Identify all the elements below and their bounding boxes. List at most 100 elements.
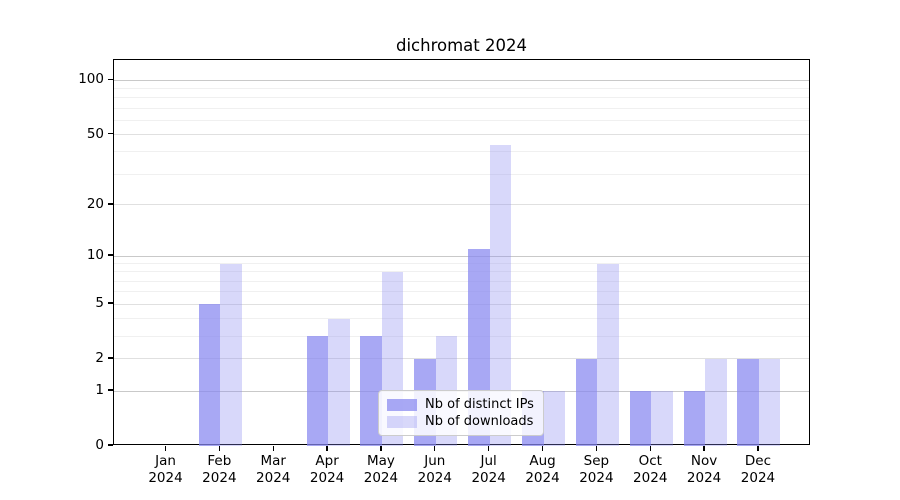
decade-gridline (114, 255, 809, 257)
x-tick-year: 2024 (633, 470, 668, 486)
major-gridline (114, 134, 809, 136)
x-tick-month: Aug (529, 453, 556, 469)
legend: Nb of distinct IPs Nb of downloads (378, 390, 544, 436)
bar-nb-of-distinct-ips-oct (629, 391, 652, 446)
bar-nb-of-downloads-feb (220, 263, 242, 446)
x-tick-month: Mar (260, 453, 286, 469)
x-tick-month: Oct (638, 453, 662, 469)
x-tick (595, 446, 598, 451)
minor-gridline (114, 335, 809, 337)
x-tick-month: Jan (155, 453, 176, 469)
y-tick (108, 78, 113, 81)
legend-item-nb-of-downloads: Nb of downloads (387, 413, 534, 430)
x-tick-label: Feb 2024 (189, 453, 249, 487)
decade-gridline (114, 79, 809, 81)
x-tick-label: Nov 2024 (674, 453, 734, 487)
x-tick (272, 446, 274, 451)
minor-gridline (114, 318, 809, 320)
y-tick (108, 389, 113, 391)
y-tick-label: 50 (86, 125, 104, 142)
minor-gridline (114, 280, 809, 282)
chart-title: dichromat 2024 (396, 36, 527, 55)
x-tick-label: Jul 2024 (459, 453, 519, 487)
x-tick-year: 2024 (740, 470, 776, 486)
x-tick-year: 2024 (363, 470, 399, 486)
x-tick (703, 446, 705, 451)
x-tick-year: 2024 (417, 470, 452, 486)
bar-nb-of-downloads-oct (651, 391, 673, 446)
bar-nb-of-distinct-ips-apr (306, 336, 329, 446)
minor-gridline (114, 291, 809, 293)
minor-gridline (114, 119, 809, 121)
x-tick-month: Jun (424, 453, 446, 469)
x-tick-year: 2024 (148, 470, 183, 486)
legend-label: Nb of distinct IPs (425, 397, 534, 412)
x-tick-year: 2024 (256, 470, 291, 486)
x-tick (164, 446, 167, 451)
x-tick (757, 446, 759, 451)
bar-nb-of-distinct-ips-feb (198, 304, 221, 446)
minor-gridline (114, 151, 809, 153)
x-tick (218, 446, 221, 451)
x-tick-month: May (366, 453, 395, 469)
bar-nb-of-distinct-ips-nov (683, 391, 706, 446)
y-tick (108, 132, 113, 135)
y-tick-label: 100 (78, 71, 104, 88)
x-tick-year: 2024 (202, 470, 237, 486)
plot-area (113, 59, 810, 446)
major-gridline (114, 358, 809, 360)
y-tick-label: 0 (95, 437, 104, 453)
legend-swatch (387, 415, 417, 428)
y-tick (108, 444, 113, 446)
minor-gridline (114, 97, 809, 99)
y-tick-label: 5 (95, 295, 104, 312)
legend-item-nb-of-distinct-ips: Nb of distinct IPs (387, 396, 534, 413)
bar-nb-of-downloads-dec (758, 358, 781, 446)
x-tick-label: Sep 2024 (566, 453, 626, 487)
legend-label: Nb of downloads (425, 414, 534, 429)
x-tick-label: Jan 2024 (136, 453, 196, 487)
x-tick-label: Mar 2024 (243, 453, 303, 487)
x-tick-month: Nov (690, 453, 718, 469)
x-tick-year: 2024 (686, 470, 722, 486)
minor-gridline (114, 107, 809, 109)
x-tick-label: Oct 2024 (620, 453, 680, 487)
x-tick (380, 446, 382, 451)
x-tick-year: 2024 (579, 470, 614, 486)
bar-nb-of-distinct-ips-may (360, 336, 382, 446)
x-tick-year: 2024 (309, 470, 345, 486)
bar-nb-of-downloads-aug (543, 391, 566, 446)
y-tick (108, 302, 113, 304)
x-tick (326, 446, 328, 451)
x-tick-month: Jul (480, 453, 497, 469)
bar-nb-of-distinct-ips-dec (737, 358, 759, 446)
bar-nb-of-downloads-nov (705, 358, 727, 446)
x-tick-label: Aug 2024 (513, 453, 573, 487)
major-gridline (114, 303, 809, 305)
x-tick-label: Apr 2024 (297, 453, 357, 487)
x-tick (649, 446, 651, 451)
x-tick (434, 446, 436, 451)
y-tick (108, 254, 113, 256)
x-tick-month: Dec (744, 453, 772, 469)
x-tick (541, 446, 544, 451)
x-tick-month: Sep (583, 453, 610, 469)
major-gridline (114, 204, 809, 206)
y-tick-label: 10 (86, 247, 104, 264)
y-tick-label: 1 (95, 382, 104, 399)
y-tick-label: 2 (95, 349, 104, 366)
minor-gridline (114, 88, 809, 90)
x-tick-label: Jun 2024 (405, 453, 465, 487)
x-tick (487, 446, 490, 451)
x-tick-month: Feb (207, 453, 232, 469)
x-tick-year: 2024 (525, 470, 560, 486)
x-tick-year: 2024 (471, 470, 506, 486)
y-tick (108, 203, 113, 205)
y-tick (108, 357, 113, 359)
minor-gridline (114, 173, 809, 175)
y-tick-label: 20 (86, 195, 104, 212)
bar-nb-of-distinct-ips-sep (575, 358, 598, 446)
minor-gridline (114, 263, 809, 265)
x-tick-label: May 2024 (351, 453, 411, 487)
